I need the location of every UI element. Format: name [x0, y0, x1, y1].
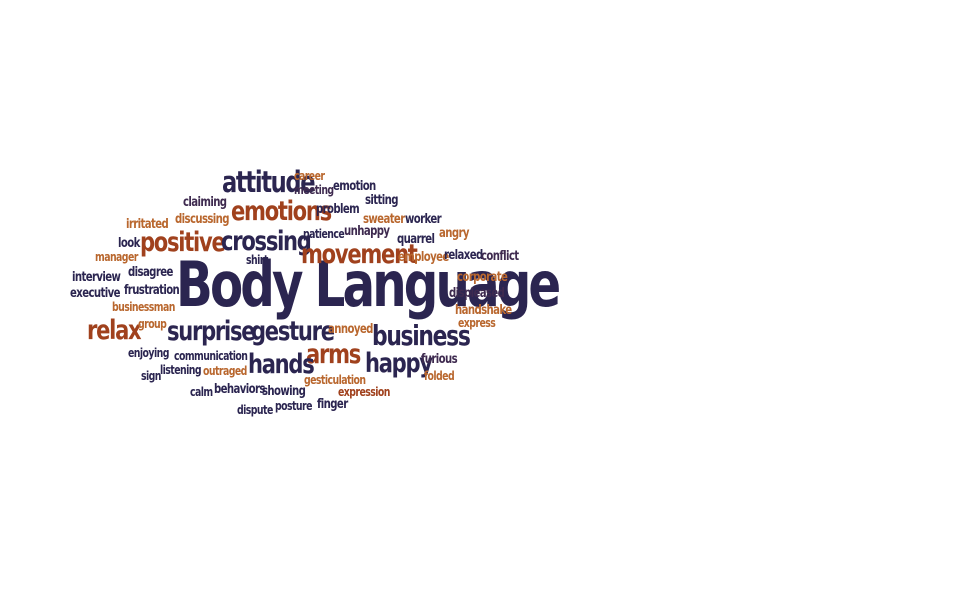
word-surprise: surprise [167, 316, 256, 347]
word-angry: angry [439, 226, 470, 241]
word-crossing: crossing [221, 226, 312, 257]
word-business: business [372, 319, 471, 352]
word-corporate: corporate [457, 270, 508, 285]
word-group: group [138, 317, 167, 331]
word-unhappy: unhappy [344, 224, 390, 239]
word-furious: furious [421, 352, 458, 367]
word-communication: communication [174, 349, 248, 363]
word-businessman: businessman [112, 300, 175, 314]
word-problem: problem [316, 202, 360, 217]
word-behaviors: behaviors [214, 382, 265, 397]
word-finger: finger [317, 397, 348, 412]
word-emotions: emotions [231, 196, 332, 227]
word-sweater: sweater [363, 212, 405, 227]
word-quarrel: quarrel [397, 232, 435, 247]
word-worker: worker [405, 212, 442, 227]
word-folded: folded [424, 369, 455, 383]
word-attitude: attitude [222, 165, 316, 199]
word-enjoying: enjoying [128, 346, 169, 360]
word-emotion: emotion [333, 179, 376, 194]
word-discussing: discussing [175, 212, 230, 227]
word-arms: arms [306, 339, 361, 370]
word-positive: positive [140, 227, 226, 258]
word-calm: calm [190, 385, 213, 399]
word-conflict: conflict [481, 249, 519, 264]
word-shirt: shirt [246, 253, 268, 267]
word-listening: listening [160, 363, 202, 377]
word-expression: expression [338, 385, 390, 399]
word-sitting: sitting [365, 193, 399, 208]
word-handshake: handshake [455, 303, 512, 318]
word-express: express [458, 316, 496, 330]
word-manager: manager [95, 250, 138, 264]
word-posture: posture [275, 399, 312, 413]
word-hands: hands [248, 349, 315, 380]
word-gesticulation: gesticulation [304, 373, 366, 387]
word-gesture: gesture [251, 316, 335, 347]
word-happy: happy [365, 348, 433, 379]
word-executive: executive [70, 286, 120, 301]
word-movement: movement [301, 239, 418, 270]
word-relax: relax [87, 315, 142, 346]
word-employee: employee [398, 250, 449, 265]
word-outraged: outraged [203, 364, 247, 378]
word-irritated: irritated [126, 217, 169, 232]
word-sign: sign [141, 369, 161, 383]
word-interview: interview [72, 270, 121, 285]
word-body-language: Body Language [176, 248, 561, 321]
word-displeased: displeased [449, 286, 505, 301]
word-dispute: dispute [237, 403, 273, 417]
word-career: career [294, 169, 325, 183]
word-annoyed: annoyed [328, 322, 373, 337]
word-meeting: meeting [294, 183, 334, 197]
word-patience: patience [303, 227, 345, 241]
word-showing: showing [262, 384, 306, 399]
word-claiming: claiming [183, 195, 227, 210]
word-relaxed: relaxed [444, 248, 483, 263]
word-disagree: disagree [128, 265, 173, 280]
word-frustration: frustration [124, 283, 180, 298]
word-look: look [118, 236, 140, 251]
